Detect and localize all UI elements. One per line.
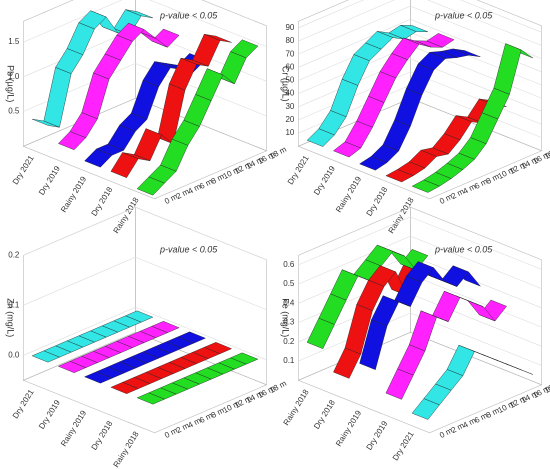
- ribbon-segment: [493, 43, 522, 95]
- z-tick-label: 1.0: [8, 72, 20, 81]
- season-label: Dry 2019: [37, 398, 62, 431]
- side-wall: [410, 206, 542, 386]
- z-tick-label: 0.1: [283, 356, 295, 365]
- z-axis-label: Fe (mg/L): [281, 298, 291, 337]
- season-label: Rainy 2019: [334, 408, 363, 448]
- z-tick-label: 40: [285, 89, 294, 98]
- z-tick-label: 80: [285, 36, 294, 45]
- ribbon-segment: [306, 317, 335, 349]
- season-label: Rainy 2019: [59, 174, 88, 214]
- ribbon-segment: [110, 152, 139, 178]
- ribbon-segment: [81, 72, 110, 120]
- ribbon-segment: [43, 67, 72, 128]
- z-tick-label: 50: [285, 76, 294, 85]
- season-label: Dry 2019: [37, 164, 62, 197]
- ribbon-segment: [136, 392, 166, 405]
- z-tick-label: 10: [285, 128, 294, 137]
- season-label: Rainy 2019: [59, 408, 88, 448]
- ribbon-segment: [330, 78, 359, 118]
- grid-line: [298, 5, 542, 59]
- side-wall: [410, 0, 542, 152]
- grid-line: [298, 18, 542, 73]
- z-tick-label: 0.4: [283, 298, 295, 307]
- ribbon-segment: [411, 179, 440, 193]
- ribbon-segment: [333, 347, 362, 379]
- season-label: Dry 2021: [286, 153, 311, 186]
- season-label: Rainy 2019: [334, 174, 363, 214]
- z-tick-label: 0.2: [8, 250, 20, 259]
- season-label: Dry 2018: [312, 398, 337, 431]
- season-label: Rainy 2018: [112, 429, 141, 469]
- z-tick-label: 90: [285, 23, 294, 32]
- annotation: p-value < 0.05: [159, 244, 218, 254]
- z-tick-label: 0.1: [8, 300, 20, 309]
- panel: 0.5 1.0 1.5 Pb (µg/L) p-value < 0.05 Dry 2021…: [6, 0, 288, 235]
- season-label: Dry 2019: [365, 419, 390, 452]
- season-label: Dry 2021: [391, 429, 416, 462]
- ribbon-segment: [385, 368, 414, 400]
- season-label: Dry 2021: [11, 387, 36, 420]
- season-label: Rainy 2018: [282, 387, 311, 427]
- z-tick-label: 0.6: [283, 260, 295, 269]
- season-label: Dry 2021: [11, 153, 36, 186]
- grid-line: [23, 206, 267, 261]
- ribbon-segment: [408, 310, 437, 352]
- panel: 10 20 30 40 50 60 70 80 90 Cr (µg/L) p-value < 0.0…: [281, 0, 550, 235]
- depth-label: 18 m: [268, 379, 288, 395]
- ribbon-segment: [110, 382, 139, 394]
- annotation: p-value < 0.05: [434, 244, 493, 254]
- z-axis-label: Pb (µg/L): [6, 65, 16, 102]
- z-tick-label: 70: [285, 49, 294, 58]
- ribbon-segment: [84, 148, 113, 168]
- grid-line: [23, 306, 267, 361]
- ribbon-segment: [32, 118, 60, 128]
- z-tick-label: 60: [285, 62, 294, 71]
- ribbon-segment: [359, 319, 388, 370]
- z-tick-label: 20: [285, 115, 294, 124]
- ribbon-segment: [58, 131, 87, 151]
- z-tick-label: 30: [285, 102, 294, 111]
- z-tick-label: 0.5: [283, 279, 295, 288]
- panel: 0.0 0.1 0.2 Zn (mg/L) p-value < 0.05 Dry 2021…: [6, 206, 288, 469]
- panel: 0.1 0.2 0.3 0.4 0.5 0.6 Fe (mg/L) p-value < 0.0…: [281, 206, 550, 462]
- ribbon-segment: [31, 350, 61, 363]
- z-axis-label: Cr (µg/L): [281, 66, 291, 102]
- grid-line: [298, 216, 542, 270]
- ribbon-segment: [84, 371, 113, 384]
- grid-line: [23, 0, 267, 47]
- ribbon-segment: [411, 398, 440, 420]
- annotation: p-value < 0.05: [434, 10, 493, 20]
- z-tick-label: 0.3: [283, 318, 295, 327]
- z-tick-label: 0.5: [8, 107, 20, 116]
- grid-line: [298, 0, 542, 46]
- annotation: p-value < 0.05: [159, 10, 218, 20]
- season-label: Dry 2018: [365, 185, 390, 218]
- grid-line: [298, 235, 542, 289]
- ribbon-segment: [385, 169, 414, 183]
- ribbon-segment: [136, 176, 165, 196]
- grid-line: [298, 0, 542, 33]
- season-label: Dry 2018: [90, 185, 115, 218]
- ribbon-segment: [57, 361, 87, 373]
- z-axis-label: Zn (mg/L): [6, 298, 16, 337]
- z-tick-label: 0.0: [8, 350, 20, 359]
- ribbon-segment: [333, 141, 362, 158]
- z-tick-label: 1.5: [8, 37, 20, 46]
- depth-label: 18 m: [543, 145, 550, 161]
- season-label: Dry 2019: [312, 164, 337, 197]
- depth-label: 18 m: [543, 379, 550, 395]
- grid-line: [298, 312, 542, 366]
- z-tick-label: 0.2: [283, 337, 295, 346]
- depth-label: 18 m: [268, 145, 288, 161]
- season-label: Dry 2018: [90, 419, 115, 452]
- ribbon-segment: [394, 88, 423, 127]
- ribbon-segment: [440, 265, 470, 287]
- ribbon-segment: [359, 156, 388, 171]
- ribbon-segment: [306, 128, 335, 147]
- grid-line: [23, 256, 267, 310]
